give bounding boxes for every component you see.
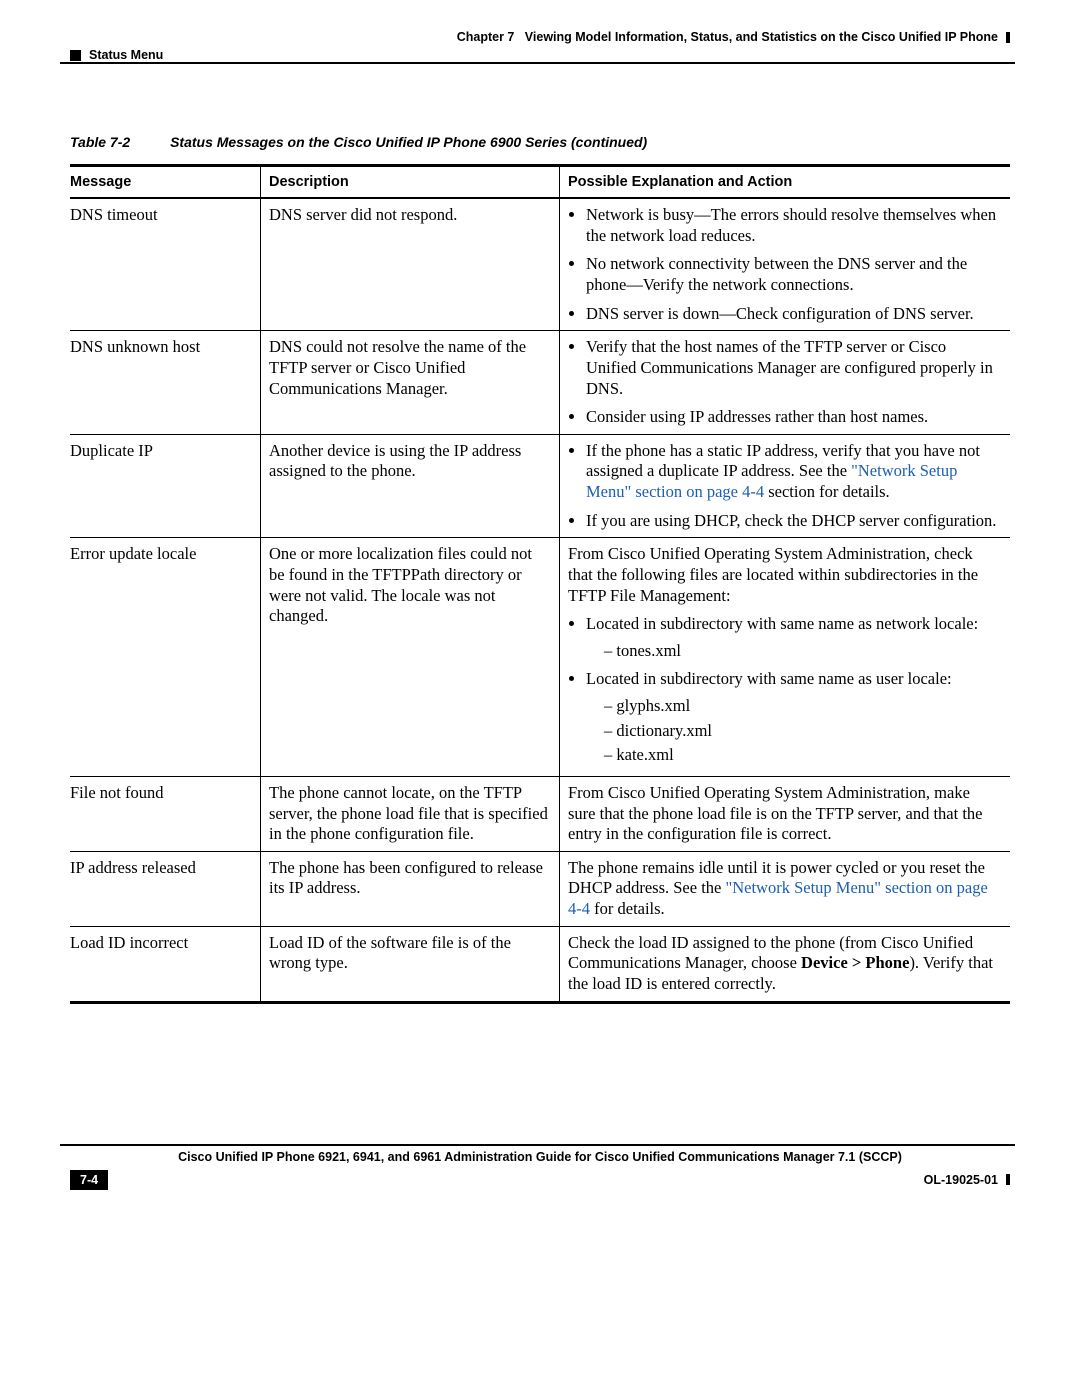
status-messages-table: Message Description Possible Explanation…: [70, 164, 1010, 1004]
cell-description: Load ID of the software file is of the w…: [261, 926, 560, 1002]
section-name: Status Menu: [89, 48, 163, 62]
bullet-item: Consider using IP addresses rather than …: [586, 407, 1000, 428]
col-message: Message: [70, 166, 261, 199]
cell-description: DNS could not resolve the name of the TF…: [261, 331, 560, 435]
running-header: Status Menu Chapter 7 Viewing Model Info…: [70, 30, 1010, 62]
doc-number: OL-19025-01: [924, 1173, 998, 1187]
bullet-item: Located in subdirectory with same name a…: [586, 669, 1000, 766]
table-row: Load ID incorrect Load ID of the softwar…: [70, 926, 1010, 1002]
cell-message: File not found: [70, 776, 261, 851]
cell-action: From Cisco Unified Operating System Admi…: [560, 776, 1011, 851]
chapter-title: Viewing Model Information, Status, and S…: [525, 30, 998, 44]
cell-description: Another device is using the IP address a…: [261, 434, 560, 538]
bullet-item: Network is busy—The errors should resolv…: [586, 205, 1000, 246]
cell-action: Check the load ID assigned to the phone …: [560, 926, 1011, 1002]
page-number: 7-4: [70, 1170, 108, 1190]
cell-message: IP address released: [70, 851, 261, 926]
bullet-item: If the phone has a static IP address, ve…: [586, 441, 1000, 503]
bullet-item: DNS server is down—Check configuration o…: [586, 304, 1000, 325]
cell-action: If the phone has a static IP address, ve…: [560, 434, 1011, 538]
table-row: DNS unknown host DNS could not resolve t…: [70, 331, 1010, 435]
col-action: Possible Explanation and Action: [560, 166, 1011, 199]
cell-message: Load ID incorrect: [70, 926, 261, 1002]
dash-item: glyphs.xml: [604, 696, 1000, 717]
footer-rule: [60, 1144, 1015, 1146]
bullet-item: Verify that the host names of the TFTP s…: [586, 337, 1000, 399]
cell-message: DNS timeout: [70, 198, 261, 331]
cell-action: The phone remains idle until it is power…: [560, 851, 1011, 926]
dash-item: kate.xml: [604, 745, 1000, 766]
bullet-item: Located in subdirectory with same name a…: [586, 614, 1000, 661]
cell-action: Verify that the host names of the TFTP s…: [560, 331, 1011, 435]
dash-item: dictionary.xml: [604, 721, 1000, 742]
table-row: Duplicate IP Another device is using the…: [70, 434, 1010, 538]
dash-item: tones.xml: [604, 641, 1000, 662]
table-row: Error update locale One or more localiza…: [70, 538, 1010, 777]
cell-description: The phone cannot locate, on the TFTP ser…: [261, 776, 560, 851]
table-row: File not found The phone cannot locate, …: [70, 776, 1010, 851]
table-row: DNS timeout DNS server did not respond. …: [70, 198, 1010, 331]
cell-message: Duplicate IP: [70, 434, 261, 538]
document-page: Status Menu Chapter 7 Viewing Model Info…: [0, 0, 1080, 1220]
cell-action: Network is busy—The errors should resolv…: [560, 198, 1011, 331]
edge-tick-icon: [1006, 1174, 1010, 1185]
bullet-item: No network connectivity between the DNS …: [586, 254, 1000, 295]
cell-message: Error update locale: [70, 538, 261, 777]
table-label: Table 7-2: [70, 134, 130, 150]
cell-description: One or more localization files could not…: [261, 538, 560, 777]
chapter-label: Chapter 7: [457, 30, 515, 44]
cell-description: DNS server did not respond.: [261, 198, 560, 331]
col-description: Description: [261, 166, 560, 199]
action-intro: From Cisco Unified Operating System Admi…: [568, 544, 1000, 606]
footer-guide-title: Cisco Unified IP Phone 6921, 6941, and 6…: [70, 1150, 1010, 1164]
cell-action: From Cisco Unified Operating System Admi…: [560, 538, 1011, 777]
table-caption: Table 7-2 Status Messages on the Cisco U…: [70, 134, 1010, 150]
header-rule: [60, 62, 1015, 64]
edge-tick-icon: [1006, 32, 1010, 43]
square-marker-icon: [70, 50, 81, 61]
cell-description: The phone has been configured to release…: [261, 851, 560, 926]
footer-meta: 7-4 OL-19025-01: [70, 1170, 1010, 1190]
table-title: Status Messages on the Cisco Unified IP …: [170, 134, 647, 150]
table-row: IP address released The phone has been c…: [70, 851, 1010, 926]
bullet-item: If you are using DHCP, check the DHCP se…: [586, 511, 1000, 532]
bold-path: Device > Phone: [801, 953, 909, 972]
cell-message: DNS unknown host: [70, 331, 261, 435]
